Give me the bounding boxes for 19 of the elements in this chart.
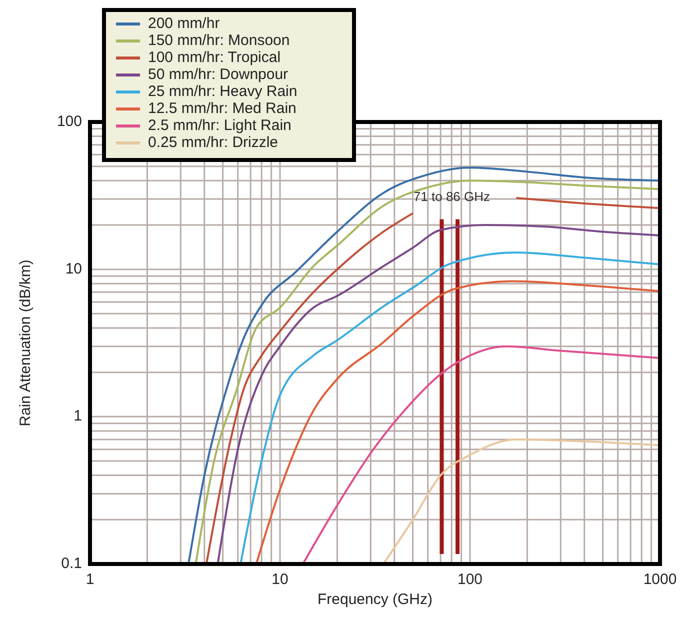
x-axis-title: Frequency (GHz) bbox=[317, 591, 433, 608]
legend-label: 2.5 mm/hr: Light Rain bbox=[148, 116, 292, 134]
legend-label: 150 mm/hr: Monsoon bbox=[148, 32, 290, 49]
legend-label: 50 mm/hr: Downpour bbox=[148, 66, 288, 83]
x-tick-label: 10 bbox=[272, 571, 288, 588]
legend-label: 25 mm/hr: Heavy Rain bbox=[148, 82, 298, 100]
x-tick-label: 1 bbox=[86, 571, 94, 588]
y-axis-title: Rain Attenuation (dB/km) bbox=[17, 260, 34, 426]
y-tick-label: 0.1 bbox=[61, 554, 82, 572]
ref-line-label: 71 to 86 GHz bbox=[413, 189, 490, 204]
legend-label: 100 mm/hr: Tropical bbox=[148, 48, 281, 66]
y-tick-label: 1 bbox=[74, 408, 82, 425]
x-tick-label: 100 bbox=[457, 571, 483, 588]
y-tick-label: 10 bbox=[65, 260, 82, 278]
legend-label: 200 mm/hr bbox=[148, 14, 220, 32]
x-tick-label: 1000 bbox=[643, 571, 677, 588]
legend-label: 0.25 mm/hr: Drizzle bbox=[148, 134, 278, 151]
y-tick-label: 100 bbox=[56, 112, 82, 130]
legend-label: 12.5 mm/hr: Med Rain bbox=[148, 100, 296, 117]
